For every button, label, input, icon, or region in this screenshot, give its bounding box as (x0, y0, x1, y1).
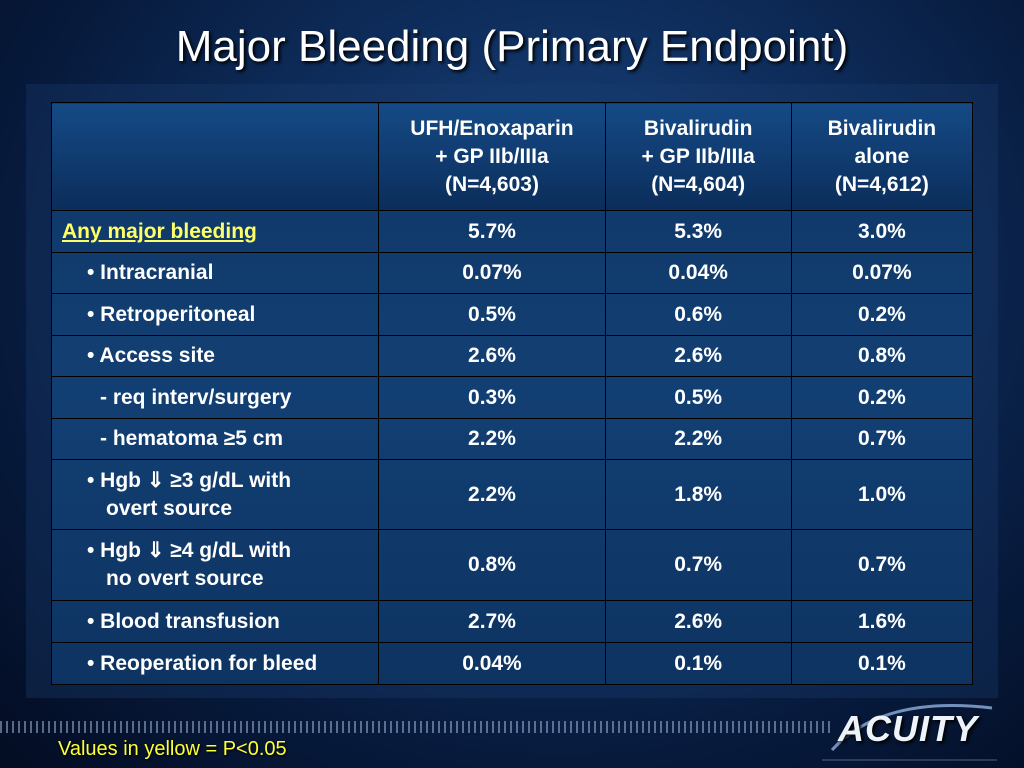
header-line: + GP IIb/IIIa (641, 144, 755, 168)
row-label: • Hgb ⇓ ≥3 g/dL with overt source (50, 459, 380, 530)
value-cell: 2.2% (378, 459, 606, 530)
row-label: • Hgb ⇓ ≥4 g/dL with no overt source (50, 529, 380, 601)
row-label: • Blood transfusion (50, 600, 380, 643)
row-label: • Retroperitoneal (50, 293, 380, 336)
value-cell: 0.6% (604, 293, 792, 336)
value-cell-significant: 0.8% (790, 335, 974, 377)
header-line: UFH/Enoxaparin (410, 116, 574, 140)
value-cell: 0.7% (604, 529, 792, 601)
value-cell: 0.8% (378, 529, 606, 601)
value-cell: 0.1% (790, 642, 974, 685)
row-label: • Intracranial (50, 252, 380, 294)
row-label-text: - hematoma ≥5 cm (100, 427, 284, 450)
row-label-continuation: no overt source (106, 567, 264, 590)
header-line: + GP IIb/IIIa (435, 144, 549, 168)
table-row: • Blood transfusion 2.7% 2.6% 1.6% (50, 600, 974, 643)
row-label: - req interv/surgery (50, 376, 380, 419)
value-cell: 0.2% (790, 376, 974, 419)
table-row: • Hgb ⇓ ≥4 g/dL with no overt source 0.8… (50, 529, 974, 601)
row-label: • Access site (50, 335, 380, 377)
row-label-continuation: overt source (106, 496, 233, 520)
row-label-text: • Blood transfusion (87, 609, 280, 633)
header-bivalirudin-alone: Bivalirudin alone (N=4,612) (790, 102, 974, 211)
row-label-text: • Hgb ⇓ ≥4 g/dL with (87, 539, 292, 562)
value-cell: 5.7% (378, 210, 606, 253)
value-cell: 0.5% (378, 293, 606, 336)
row-label: - hematoma ≥5 cm (50, 418, 380, 460)
value-cell: 0.07% (790, 252, 974, 294)
header-bivalirudin-gp: Bivalirudin + GP IIb/IIIa (N=4,604) (604, 102, 792, 211)
value-cell: 0.7% (790, 529, 974, 601)
value-cell: 0.3% (378, 376, 606, 419)
row-label-text: • Intracranial (87, 261, 214, 284)
table-row: • Retroperitoneal 0.5% 0.6% 0.2% (50, 293, 974, 336)
bleeding-table: UFH/Enoxaparin + GP IIb/IIIa (N=4,603) B… (50, 102, 974, 685)
value-cell: 0.04% (604, 252, 792, 294)
row-label-text: • Hgb ⇓ ≥3 g/dL with (87, 468, 292, 492)
row-label: Any major bleeding (50, 210, 380, 253)
value-cell: 5.3% (604, 210, 792, 253)
table-header-row: UFH/Enoxaparin + GP IIb/IIIa (N=4,603) B… (50, 102, 974, 211)
row-label-text: • Access site (87, 344, 215, 367)
header-line: (N=4,612) (834, 172, 929, 196)
table-row: Any major bleeding 5.7% 5.3% 3.0% (50, 210, 974, 253)
value-cell: 0.1% (604, 642, 792, 685)
table-row: - req interv/surgery 0.3% 0.5% 0.2% (50, 376, 974, 419)
any-major-bleeding-label: Any major bleeding (62, 219, 257, 243)
value-cell: 0.04% (378, 642, 606, 685)
header-corner-cell (50, 102, 380, 211)
value-cell: 2.6% (604, 335, 792, 377)
value-cell-significant: 1.6% (790, 600, 974, 643)
row-label-text: • Retroperitoneal (87, 302, 256, 326)
header-ufh-enoxaparin: UFH/Enoxaparin + GP IIb/IIIa (N=4,603) (378, 102, 606, 211)
value-cell: 2.6% (378, 335, 606, 377)
header-line: Bivalirudin (643, 116, 753, 140)
value-cell: 0.07% (378, 252, 606, 294)
logo-swoosh-icon (822, 704, 997, 761)
table-row: • Intracranial 0.07% 0.04% 0.07% (50, 252, 974, 294)
value-cell: 2.7% (378, 600, 606, 643)
value-cell-significant: 0.2% (790, 293, 974, 336)
header-line: alone (854, 144, 910, 168)
value-cell: 2.2% (378, 418, 606, 460)
footer-stripe (0, 721, 830, 733)
value-cell: 2.2% (604, 418, 792, 460)
value-cell: 0.5% (604, 376, 792, 419)
header-line: Bivalirudin (827, 116, 937, 140)
value-cell: 1.8% (604, 459, 792, 530)
acuity-logo: ACUITY (838, 708, 978, 749)
value-cell: 2.6% (604, 600, 792, 643)
header-line: (N=4,604) (651, 172, 746, 196)
value-cell-significant: 1.0% (790, 459, 974, 530)
row-label-text: - req interv/surgery (100, 385, 292, 409)
table-row: • Hgb ⇓ ≥3 g/dL with overt source 2.2% 1… (50, 459, 974, 530)
row-label-text: • Reoperation for bleed (87, 651, 318, 675)
table-row: • Reoperation for bleed 0.04% 0.1% 0.1% (50, 642, 974, 685)
header-line: (N=4,603) (444, 172, 539, 196)
table-row: - hematoma ≥5 cm 2.2% 2.2% 0.7% (50, 418, 974, 460)
table-row: • Access site 2.6% 2.6% 0.8% (50, 335, 974, 377)
value-cell-significant: 0.7% (790, 418, 974, 460)
slide-title: Major Bleeding (Primary Endpoint) (175, 22, 849, 71)
footnote: Values in yellow = P<0.05 (58, 738, 287, 760)
row-label: • Reoperation for bleed (50, 642, 380, 685)
value-cell-significant: 3.0% (790, 210, 974, 253)
